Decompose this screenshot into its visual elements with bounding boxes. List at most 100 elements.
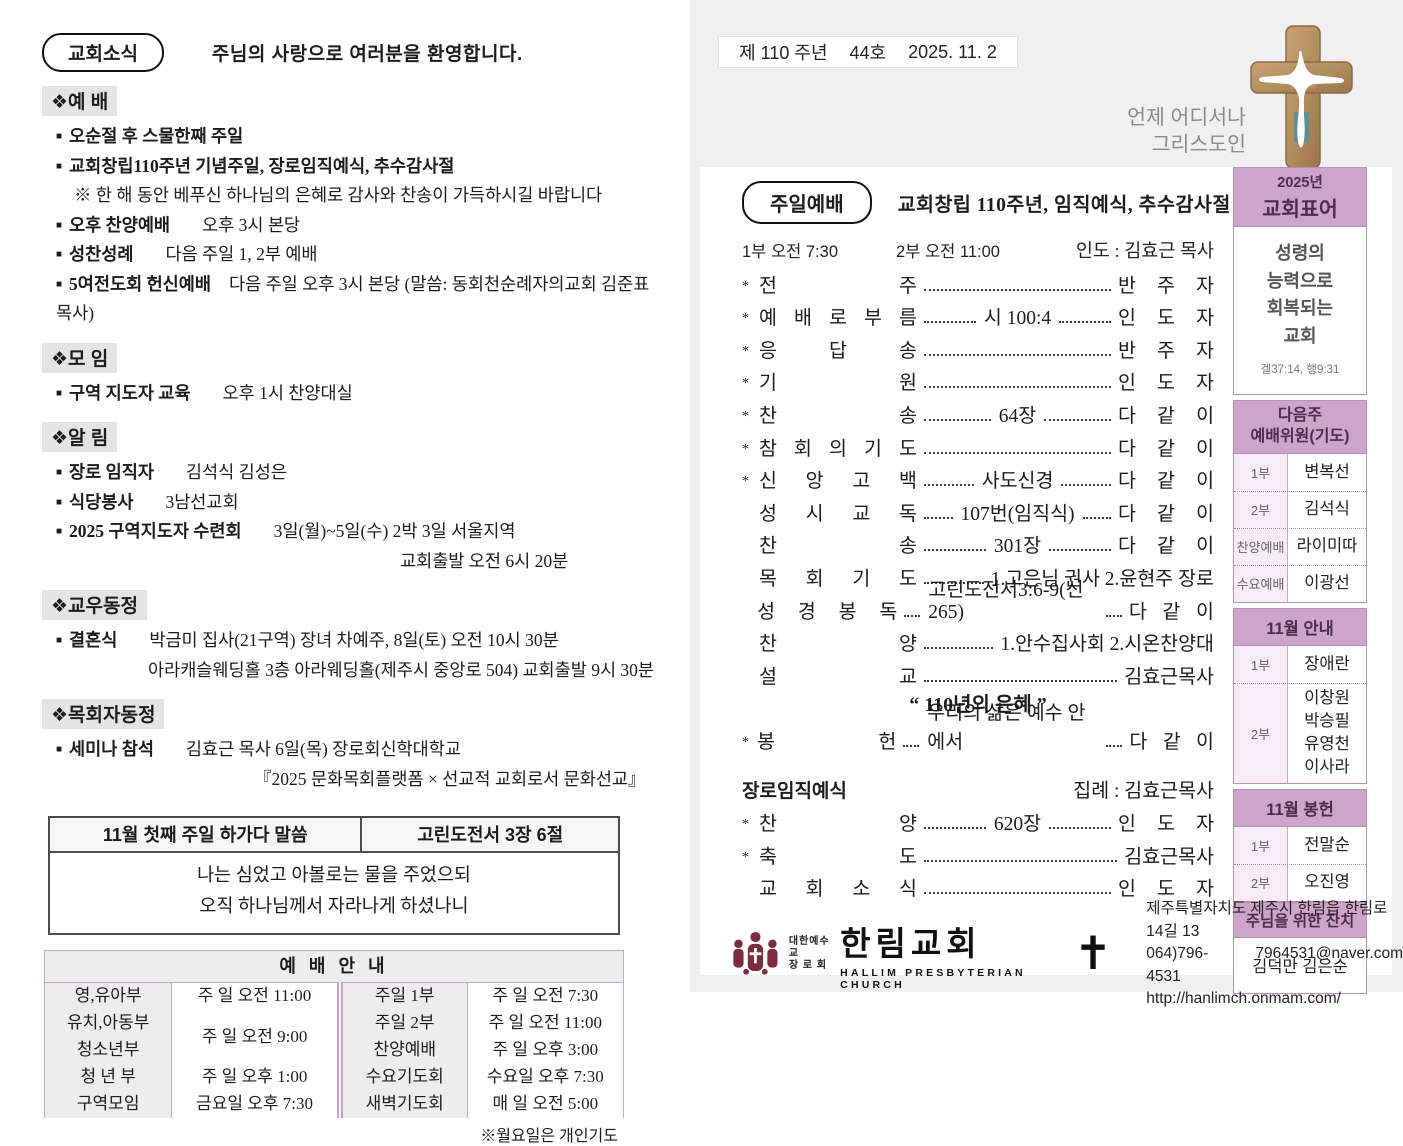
- dotted-leader: [904, 614, 921, 617]
- table-row: 1부 전말순: [1234, 826, 1366, 864]
- service-cell: 주 일 오후 1:00: [171, 1064, 341, 1091]
- service-cell: 주 일 오전 11:00: [171, 982, 341, 1010]
- service-cell: 금요일 오후 7:30: [171, 1091, 341, 1118]
- continuation-line: 『2025 문화목회플랫폼 × 선교적 교회로서 문화선교』: [254, 768, 646, 789]
- star-marker: *: [742, 474, 749, 490]
- november-guide-header: 11월 안내: [1233, 607, 1367, 646]
- section-title: ❖교우동정: [42, 590, 147, 620]
- star-marker: [742, 588, 759, 591]
- list-item: 교회창립110주년 기념주일, 장로임직예식, 추수감사절: [42, 152, 662, 182]
- november-offering-header: 11월 봉헌: [1233, 788, 1367, 827]
- service-guide-title: 예 배 안 내: [44, 950, 624, 983]
- dotted-leader: [1049, 549, 1112, 552]
- table-row: 1부 장애란: [1234, 645, 1366, 683]
- email-address: 7964531@naver.com: [1255, 945, 1403, 962]
- bullet-icon: [56, 244, 69, 264]
- dotted-leader: [924, 418, 991, 421]
- star-marker: *: [742, 311, 749, 327]
- bullet-icon: [56, 492, 69, 512]
- order-row: * 찬 양 620장 인 도 자: [742, 813, 1215, 835]
- section-title: ❖알 림: [42, 422, 118, 452]
- section-title: ❖예 배: [42, 86, 118, 116]
- name-list: 이창원 박승필 유영천 이사라: [1304, 689, 1350, 776]
- bullet-icon: [56, 521, 69, 541]
- order-row: * 찬 송 64장 다 같 이: [742, 405, 1215, 427]
- november-guide-table: 1부 장애란 2부 이창원 박승필 유영천 이사라: [1233, 645, 1367, 784]
- church-name: 한림교회: [840, 925, 982, 963]
- table-row: 2부 이창원 박승필 유영천 이사라: [1234, 682, 1366, 783]
- slogan-header: 2025년 교회표어: [1233, 167, 1367, 227]
- service-cell: 주 일 오전 7:30: [466, 982, 625, 1010]
- dotted-leader: [924, 288, 1111, 291]
- dotted-leader: [924, 647, 994, 650]
- slogan-scripture-ref: 겔37:14, 행9:31: [1260, 364, 1340, 376]
- church-address: 제주특별자치도 제주시 한림읍 한림로14길 13: [1146, 900, 1388, 940]
- dotted-leader: [924, 516, 953, 519]
- denomination-text: 대한예수교 장 로 회: [788, 936, 830, 972]
- table-row: 1부 변복선: [1234, 453, 1366, 491]
- church-website: http://hanlimch.onmam.com/: [1146, 990, 1341, 1007]
- sermon-title: “ 110년의 은혜 ”: [909, 693, 1047, 716]
- church-name-english: HALLIM PRESBYTERIAN CHURCH: [840, 967, 1026, 992]
- note-line: ※ 한 해 동안 베푸신 하나님의 은혜로 감사와 찬송이 가득하시길 바랍니다: [74, 185, 603, 205]
- church-slogan: 성령의 능력으로 회복되는 교회 겔37:14, 행9:31: [1233, 227, 1367, 395]
- service-leader: 인도 : 김효근 목사: [1075, 242, 1214, 262]
- order-row: 찬 양 1.안수집사회 2.시온찬양대: [742, 624, 1214, 657]
- section-worship: ❖예 배 오순절 후 스물한째 주일 교회창립110주년 기념주일, 장로임직예…: [42, 72, 662, 329]
- dotted-leader: [924, 321, 976, 324]
- verse-header-left: 11월 첫째 주일 하가다 말씀: [50, 818, 363, 851]
- bullet-icon: [56, 215, 69, 235]
- table-row: 수요예배 이광선: [1234, 564, 1366, 602]
- bullet-icon: [56, 274, 69, 294]
- worship-order-header: 주일예배 교회창립 110주년, 임직예식, 추수감사절: [742, 181, 1392, 224]
- dotted-leader: [924, 892, 1111, 895]
- star-marker: *: [742, 816, 749, 832]
- verse-text: 나는 심었고 아볼로는 물을 주었으되 오직 하나님께서 자라나게 하셨나니: [50, 853, 618, 933]
- bullet-icon: [56, 739, 69, 759]
- bullet-icon: [56, 462, 69, 482]
- star-marker: *: [742, 408, 749, 424]
- church-phone-email: 064)796-4531 7964531@naver.com: [1146, 943, 1403, 988]
- star-marker: [742, 555, 759, 558]
- dotted-leader: [924, 679, 1118, 682]
- issue-info-box: 제 110 주년 44호 2025. 11. 2: [718, 36, 1018, 68]
- service-cell: 수요일 오후 7:30: [466, 1064, 625, 1091]
- church-news-badge: 교회소식: [42, 33, 164, 72]
- star-marker: [742, 686, 759, 689]
- service-cell: 주 일 오전 11:00: [466, 1010, 625, 1037]
- star-marker: *: [742, 441, 749, 457]
- issue-number: 44호: [849, 43, 887, 63]
- table-row: 찬양예배 라이미따: [1234, 527, 1366, 565]
- worship-subtitle: 교회창립 110주년, 임직예식, 추수감사절: [897, 195, 1231, 216]
- verse-header-right: 고린도전서 3장 6절: [417, 825, 564, 845]
- issue-anniversary: 제 110 주년: [739, 43, 828, 63]
- bullet-icon: [56, 630, 69, 650]
- church-footer: 대한예수교 장 로 회 한림교회 HALLIM PRESBYTERIAN CHU…: [730, 898, 1403, 1011]
- table-row: 2부 김석식: [1234, 490, 1366, 528]
- order-row: * 신 앙 고 백 사도신경 다 같 이: [742, 471, 1215, 493]
- order-row: 목 회 기 도 1.고은님 권사 2.윤현주 장로: [742, 558, 1214, 591]
- sunday-worship-badge: 주일예배: [742, 181, 872, 224]
- bullet-icon: [56, 126, 69, 146]
- service-cell: 주 일 오전 9:00: [171, 1010, 341, 1064]
- dotted-leader: [924, 386, 1111, 389]
- dotted-leader: [1106, 745, 1123, 748]
- issue-date: 2025. 11. 2: [908, 41, 997, 62]
- church-name-block: 한림교회 HALLIM PRESBYTERIAN CHURCH: [840, 917, 1058, 991]
- verse-line: 오직 하나님께서 자라나게 하셨나니: [199, 897, 469, 917]
- service-guide-table: 예 배 안 내 영,유아부 주 일 오전 11:00 주일 1부 주 일 오전 …: [43, 950, 625, 1118]
- service-cell: 유치,아동부: [43, 1010, 173, 1037]
- dotted-leader: [1049, 826, 1112, 829]
- feast-names: 김덕만 김은순: [1233, 937, 1367, 994]
- service-footnote: ※월요일은 개인기도: [480, 1128, 618, 1145]
